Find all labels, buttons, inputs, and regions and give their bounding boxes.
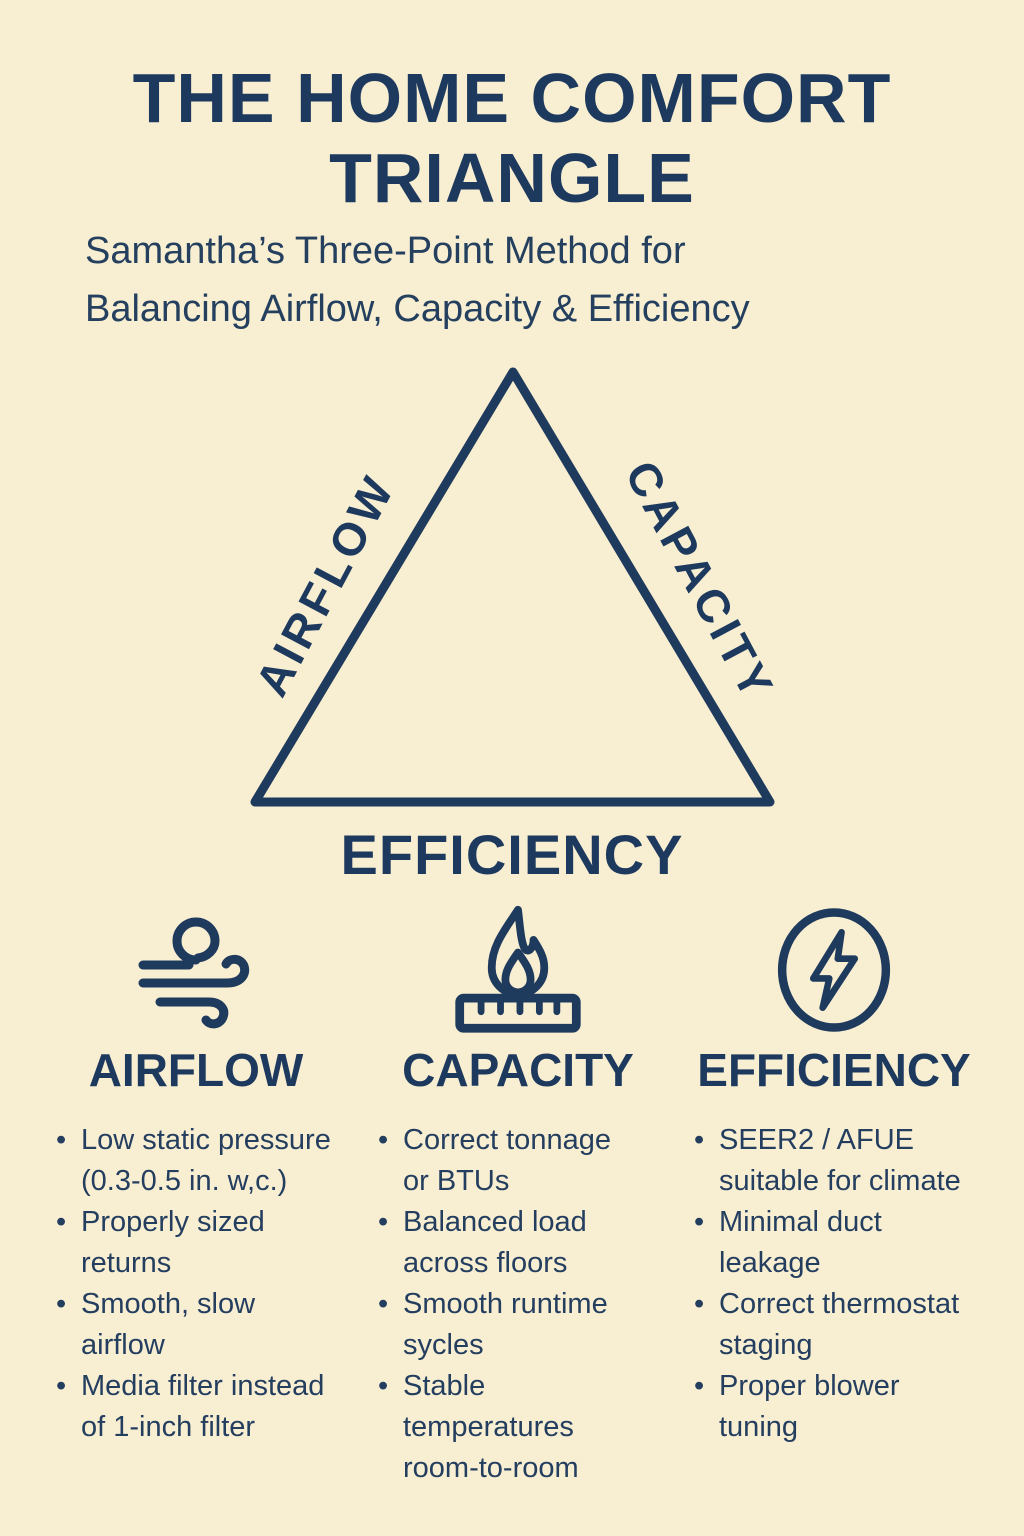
list-item: Proper blower tuning (674, 1366, 994, 1448)
list-item: SEER2 / AFUE suitable for climate (674, 1120, 994, 1202)
page-title: THE HOME COMFORT TRIANGLE (0, 58, 1024, 218)
subtitle: Samantha’s Three-Point Method for Balanc… (85, 222, 965, 338)
lightning-circle-icon (674, 900, 994, 1040)
list-item: Correct tonnage or BTUs (358, 1120, 678, 1202)
list-item: Smooth runtime sycles (358, 1284, 678, 1366)
list-item: Low static pressure (0.3-0.5 in. w,c.) (36, 1120, 356, 1202)
list-item: Media filter instead of 1-inch filter (36, 1366, 356, 1448)
column-title-capacity: CAPACITY (402, 1044, 634, 1096)
subtitle-line-1: Samantha’s Three-Point Method for (85, 230, 686, 272)
capacity-bullet-list: Correct tonnage or BTUs Balanced load ac… (358, 1120, 678, 1489)
column-title-efficiency: EFFICIENCY (697, 1044, 971, 1096)
list-item: Correct thermostat staging (674, 1284, 994, 1366)
column-airflow: AIRFLOW Low static pressure (0.3-0.5 in.… (36, 900, 356, 1448)
wind-icon (36, 900, 356, 1040)
triangle-diagram (250, 367, 775, 807)
column-capacity: CAPACITY Correct tonnage or BTUs Balance… (358, 900, 678, 1489)
list-item: Minimal duct leakage (674, 1202, 994, 1284)
title-line-2: TRIANGLE (329, 139, 695, 217)
efficiency-bullet-list: SEER2 / AFUE suitable for climate Minima… (674, 1120, 994, 1448)
flame-ruler-icon (358, 900, 678, 1040)
triangle-label-efficiency: EFFICIENCY (340, 823, 684, 886)
list-item: Properly sized returns (36, 1202, 356, 1284)
list-item: Smooth, slow airflow (36, 1284, 356, 1366)
list-item: Balanced load across floors (358, 1202, 678, 1284)
airflow-bullet-list: Low static pressure (0.3-0.5 in. w,c.) P… (36, 1120, 356, 1448)
column-title-airflow: AIRFLOW (88, 1044, 304, 1096)
subtitle-line-2: Balancing Airflow, Capacity & Efficiency (85, 288, 750, 330)
list-item: Stable temperatures room-to-room (358, 1366, 678, 1489)
title-line-1: THE HOME COMFORT (132, 59, 892, 137)
column-efficiency: EFFICIENCY SEER2 / AFUE suitable for cli… (674, 900, 994, 1448)
